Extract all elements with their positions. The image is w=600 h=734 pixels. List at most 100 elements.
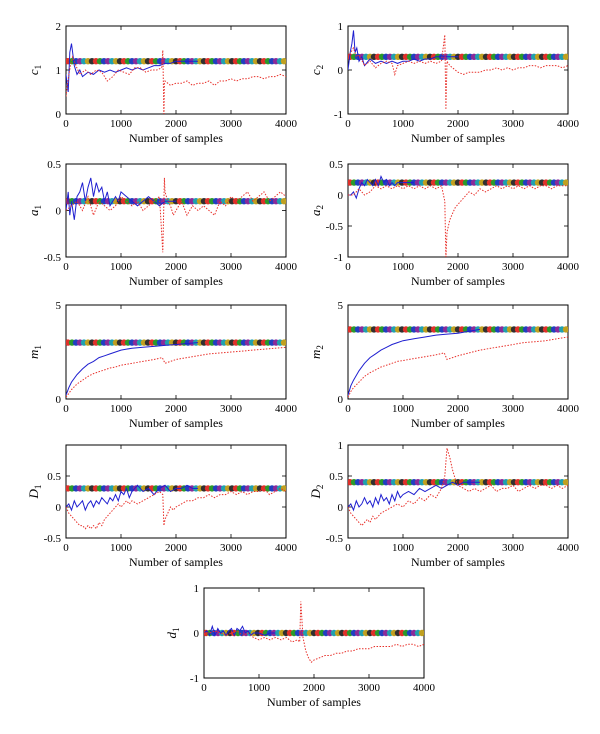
plot-frame: [347, 444, 569, 539]
x-tick-label: 0: [63, 403, 69, 415]
y-axis-label-main: m: [308, 350, 323, 359]
y-tick-label: 0.5: [329, 159, 343, 171]
y-axis-label-main: D: [308, 488, 323, 499]
x-tick-label: 3000: [220, 118, 243, 130]
x-axis-label: Number of samples: [129, 555, 223, 569]
true-value-marker: [562, 326, 568, 333]
estimate-line-blue: [204, 624, 276, 637]
y-axis-label: D2: [308, 485, 325, 500]
estimate-line-red-dotted: [348, 447, 568, 527]
x-tick-label: 1000: [110, 403, 133, 415]
x-tick-label: 2000: [447, 118, 470, 130]
estimate-line-red-dotted: [66, 177, 286, 253]
y-tick-label: -0.5: [326, 221, 344, 233]
y-tick-label: -0.5: [326, 533, 344, 545]
x-axis-label: Number of samples: [129, 416, 223, 430]
x-tick-label: 1000: [392, 118, 415, 130]
y-axis-label: a2: [308, 205, 325, 216]
y-axis-label: d1: [164, 628, 181, 639]
x-tick-label: 2000: [165, 542, 188, 554]
y-tick-label: -0.5: [44, 252, 62, 264]
x-tick-label: 3000: [220, 261, 243, 273]
x-tick-label: 4000: [557, 261, 580, 273]
plot-frame: [347, 25, 569, 115]
x-tick-label: 4000: [557, 542, 580, 554]
x-tick-label: 2000: [447, 261, 470, 273]
y-tick-label: 1: [338, 21, 344, 33]
true-value-marker: [280, 198, 286, 205]
x-tick-label: 0: [63, 118, 69, 130]
x-tick-label: 2000: [303, 682, 326, 694]
x-tick-label: 4000: [275, 118, 298, 130]
x-tick-label: 4000: [557, 118, 580, 130]
estimate-line-red-dotted: [348, 336, 568, 398]
x-tick-label: 0: [201, 682, 207, 694]
x-tick-label: 1000: [392, 261, 415, 273]
y-tick-label: 0: [338, 190, 344, 202]
y-axis-label: m1: [26, 345, 43, 359]
y-tick-label: 0: [338, 65, 344, 77]
y-axis-label-subscript: 2: [315, 65, 325, 70]
x-tick-label: 1000: [248, 682, 271, 694]
x-tick-label: 0: [63, 542, 69, 554]
y-axis-label: a1: [26, 205, 43, 216]
y-axis-label: m2: [308, 345, 325, 359]
plot-frame: [65, 304, 287, 400]
estimate-line-red-dotted: [204, 601, 424, 664]
x-axis-label: Number of samples: [411, 416, 505, 430]
x-axis-label: Number of samples: [129, 131, 223, 145]
x-tick-label: 4000: [275, 542, 298, 554]
x-tick-label: 2000: [165, 261, 188, 273]
true-value-marker: [418, 629, 424, 637]
y-tick-label: 0: [338, 502, 344, 514]
chart-panel-4: 0 1000 2000 3000 4000 -1 -0.5 0 0.5 Number of sam…: [308, 159, 580, 288]
y-tick-label: 1: [194, 583, 200, 595]
estimate-line-blue: [66, 484, 198, 512]
estimate-line-blue: [66, 177, 176, 220]
x-axis-label: Number of samples: [411, 274, 505, 288]
chart-panel-6: 0 1000 2000 3000 4000 0 5 Number of samples m2: [308, 300, 580, 430]
y-axis-label-main: c: [308, 69, 323, 75]
x-tick-label: 2000: [447, 542, 470, 554]
x-tick-label: 0: [63, 261, 69, 273]
x-tick-label: 1000: [392, 403, 415, 415]
estimate-line-red-dotted: [66, 487, 286, 530]
y-tick-label: 0: [56, 109, 62, 121]
estimate-line-red-dotted: [66, 50, 286, 114]
x-tick-label: 3000: [502, 403, 525, 415]
x-tick-label: 1000: [110, 542, 133, 554]
x-tick-label: 1000: [392, 542, 415, 554]
y-axis-label-subscript: 1: [33, 205, 43, 210]
y-axis-label-subscript: 1: [33, 65, 43, 70]
true-value-marker: [280, 58, 286, 65]
y-tick-label: -0.5: [44, 533, 62, 545]
estimate-line-red-dotted: [66, 346, 286, 398]
y-axis-label-subscript: 1: [33, 485, 43, 490]
x-axis-label: Number of samples: [411, 555, 505, 569]
true-value-marker: [562, 479, 568, 486]
y-axis-label-subscript: 1: [171, 628, 181, 633]
x-tick-label: 3000: [502, 118, 525, 130]
x-tick-label: 3000: [220, 542, 243, 554]
estimate-line-blue: [66, 342, 199, 396]
y-tick-label: -1: [190, 673, 199, 685]
plot-frame: [65, 163, 287, 258]
x-tick-label: 4000: [413, 682, 436, 694]
estimate-line-blue: [348, 174, 414, 200]
plot-frame: [347, 304, 569, 400]
estimate-line-red-dotted: [348, 34, 568, 110]
y-tick-label: 5: [56, 300, 62, 312]
y-axis-label-subscript: 1: [33, 345, 43, 350]
y-tick-label: 0.5: [329, 471, 343, 483]
x-tick-label: 4000: [557, 403, 580, 415]
x-tick-label: 4000: [275, 261, 298, 273]
y-tick-label: 0: [56, 206, 62, 218]
y-tick-label: 0: [194, 628, 200, 640]
y-axis-label-main: d: [164, 632, 179, 639]
x-tick-label: 0: [345, 118, 351, 130]
x-tick-label: 0: [345, 403, 351, 415]
